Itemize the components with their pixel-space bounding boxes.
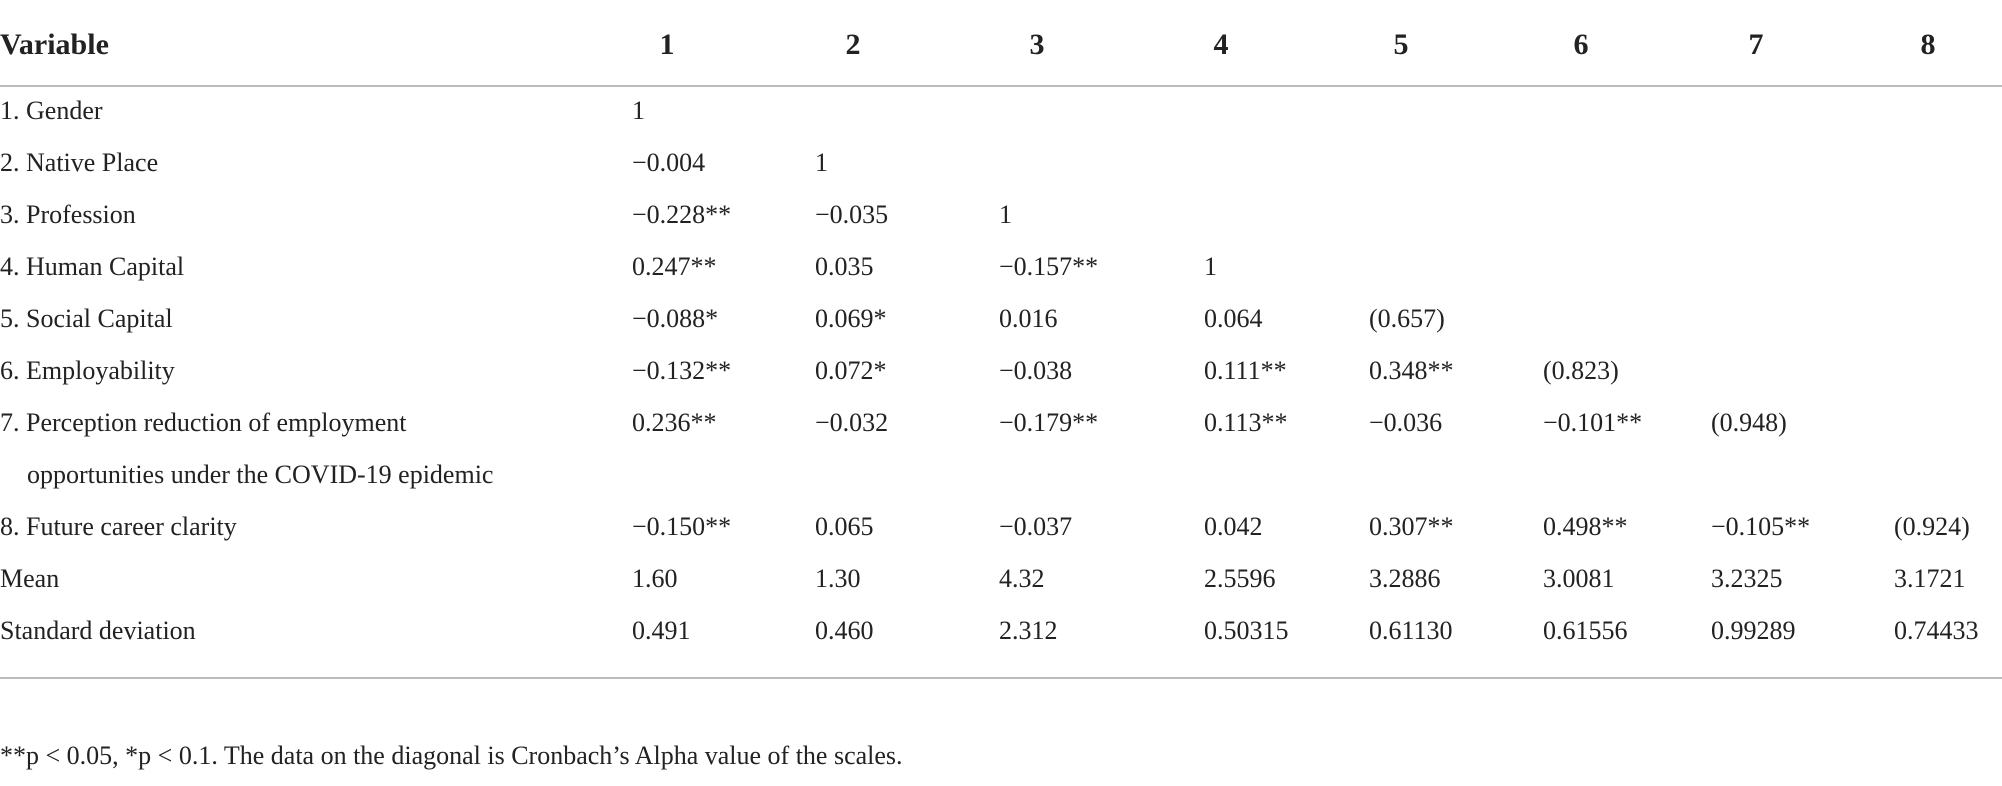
cell: 3.2325 bbox=[1711, 564, 1783, 593]
cell: (0.924) bbox=[1894, 512, 1970, 541]
cell: 2.312 bbox=[999, 616, 1058, 645]
cell: 4.32 bbox=[999, 564, 1045, 593]
cell: −0.035 bbox=[815, 200, 889, 229]
header-cell: 7 bbox=[1748, 28, 1764, 61]
cell: −0.157** bbox=[999, 252, 1099, 281]
cell: −0.179** bbox=[999, 408, 1099, 437]
cell: −0.004 bbox=[632, 148, 706, 177]
row-label: 6. Employability bbox=[0, 356, 175, 385]
header-rule bbox=[0, 85, 2002, 87]
cell: (0.948) bbox=[1711, 408, 1787, 437]
cell: −0.032 bbox=[815, 408, 889, 437]
cell: 2.5596 bbox=[1204, 564, 1276, 593]
cell: −0.088* bbox=[632, 304, 719, 333]
cell: 1.60 bbox=[632, 564, 678, 593]
cell: (0.823) bbox=[1543, 356, 1619, 385]
cell: 0.491 bbox=[632, 616, 691, 645]
row-label: 7. Perception reduction of employment bbox=[0, 408, 407, 437]
cell: 1 bbox=[632, 96, 645, 125]
cell: 0.035 bbox=[815, 252, 874, 281]
cell: 0.064 bbox=[1204, 304, 1263, 333]
cell: 0.50315 bbox=[1204, 616, 1289, 645]
cell: −0.150** bbox=[632, 512, 732, 541]
cell: 0.065 bbox=[815, 512, 874, 541]
row-label: 2. Native Place bbox=[0, 148, 159, 177]
cell: 0.069* bbox=[815, 304, 887, 333]
cell: −0.038 bbox=[999, 356, 1073, 385]
header-label: Variable bbox=[0, 28, 109, 61]
cell: 0.99289 bbox=[1711, 616, 1796, 645]
cell: 0.498** bbox=[1543, 512, 1628, 541]
cell: −0.037 bbox=[999, 512, 1073, 541]
cell: 3.0081 bbox=[1543, 564, 1615, 593]
cell: 0.61130 bbox=[1369, 616, 1453, 645]
cell: 0.113** bbox=[1204, 408, 1288, 437]
bottom-rule bbox=[0, 677, 2002, 679]
cell: 1 bbox=[815, 148, 828, 177]
row-label: 4. Human Capital bbox=[0, 252, 185, 281]
cell: 3.2886 bbox=[1369, 564, 1441, 593]
cell: 1 bbox=[1204, 252, 1217, 281]
cell: 3.1721 bbox=[1894, 564, 1966, 593]
cell: 0.111** bbox=[1204, 356, 1287, 385]
cell: 0.247** bbox=[632, 252, 717, 281]
row-label: opportunities under the COVID-19 epidemi… bbox=[27, 460, 494, 489]
cell: 0.016 bbox=[999, 304, 1058, 333]
header-cell: 5 bbox=[1393, 28, 1409, 61]
row-label: 1. Gender bbox=[0, 96, 103, 125]
header-cell: 6 bbox=[1573, 28, 1589, 61]
cell: 0.348** bbox=[1369, 356, 1454, 385]
cell: −0.132** bbox=[632, 356, 732, 385]
cell: −0.228** bbox=[632, 200, 732, 229]
header-cell: 1 bbox=[659, 28, 675, 61]
row-label: 5. Social Capital bbox=[0, 304, 173, 333]
header-cell: 4 bbox=[1213, 28, 1229, 61]
header-cell: 2 bbox=[845, 28, 861, 61]
row-label: Standard deviation bbox=[0, 616, 196, 645]
header-cell: 3 bbox=[1029, 28, 1045, 61]
row-label: 8. Future career clarity bbox=[0, 512, 237, 541]
cell: 0.236** bbox=[632, 408, 717, 437]
cell: −0.105** bbox=[1711, 512, 1811, 541]
cell: 0.072* bbox=[815, 356, 887, 385]
cell: −0.036 bbox=[1369, 408, 1443, 437]
cell: 1.30 bbox=[815, 564, 861, 593]
row-label: 3. Profession bbox=[0, 200, 136, 229]
cell: 0.74433 bbox=[1894, 616, 1979, 645]
cell: (0.657) bbox=[1369, 304, 1445, 333]
cell: 0.307** bbox=[1369, 512, 1454, 541]
header-cell: 8 bbox=[1920, 28, 1936, 61]
cell: 0.042 bbox=[1204, 512, 1263, 541]
row-label: Mean bbox=[0, 564, 60, 593]
cell: −0.101** bbox=[1543, 408, 1643, 437]
cell: 0.460 bbox=[815, 616, 874, 645]
cell: 1 bbox=[999, 200, 1012, 229]
cell: 0.61556 bbox=[1543, 616, 1628, 645]
footnote: **p < 0.05, *p < 0.1. The data on the di… bbox=[0, 741, 903, 770]
